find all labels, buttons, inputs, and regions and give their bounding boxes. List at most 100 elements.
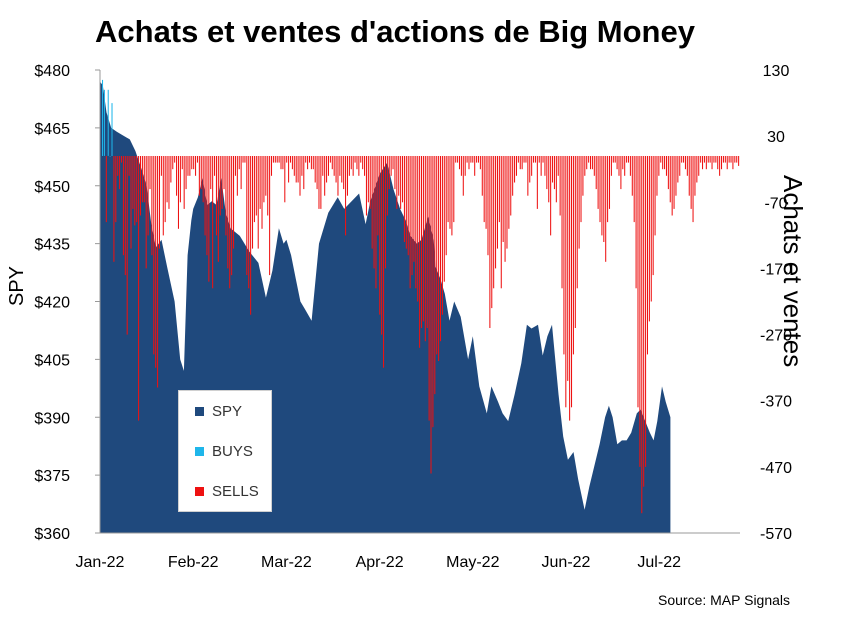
sell-bar bbox=[626, 156, 628, 163]
sell-bar bbox=[261, 156, 263, 229]
sell-bar bbox=[284, 156, 286, 203]
sell-bar bbox=[569, 156, 571, 421]
sell-bar bbox=[307, 156, 309, 170]
sell-bar bbox=[546, 156, 548, 190]
sell-bar bbox=[214, 156, 216, 176]
sell-bar bbox=[225, 156, 227, 236]
sell-bar bbox=[179, 156, 181, 203]
sell-bar bbox=[185, 156, 187, 190]
sell-bar bbox=[407, 156, 409, 256]
sell-bar bbox=[734, 156, 736, 163]
sell-bar bbox=[669, 156, 671, 203]
sell-bar bbox=[726, 156, 728, 170]
buy-bar bbox=[111, 103, 113, 156]
sell-bar bbox=[234, 156, 236, 176]
sell-bar bbox=[417, 156, 419, 302]
sell-bar bbox=[599, 156, 601, 223]
y-left-tick-label: $390 bbox=[34, 410, 70, 427]
sell-bar bbox=[641, 156, 643, 514]
sell-bar bbox=[515, 156, 517, 176]
sell-bar bbox=[724, 156, 726, 163]
sell-bar bbox=[436, 156, 438, 355]
sell-bar bbox=[460, 156, 462, 176]
sell-bar bbox=[158, 156, 160, 249]
sell-bar bbox=[595, 156, 597, 190]
sell-bar bbox=[464, 156, 466, 176]
sell-bar bbox=[270, 156, 273, 176]
sell-bar bbox=[658, 156, 660, 176]
sell-bar bbox=[571, 156, 573, 408]
sell-bar bbox=[736, 156, 738, 163]
sell-bar bbox=[580, 156, 582, 223]
sell-bar bbox=[439, 156, 442, 342]
sell-bar bbox=[282, 156, 284, 170]
sell-bar bbox=[405, 156, 407, 249]
sell-bar bbox=[174, 156, 176, 163]
sell-bar bbox=[400, 156, 402, 209]
sell-bar bbox=[608, 156, 611, 209]
sell-bar bbox=[229, 156, 231, 289]
sell-bar bbox=[191, 156, 193, 170]
sell-bar bbox=[540, 156, 542, 176]
y-right-tick-label: 130 bbox=[763, 63, 790, 80]
sell-bar bbox=[591, 156, 593, 170]
sell-bar bbox=[295, 156, 297, 183]
sell-bar bbox=[257, 156, 259, 249]
sell-bar bbox=[195, 156, 197, 176]
sell-bar bbox=[618, 156, 620, 176]
sell-bar bbox=[593, 156, 595, 176]
sell-bar bbox=[263, 156, 265, 203]
sell-bar bbox=[308, 156, 311, 163]
sell-bar bbox=[367, 156, 369, 203]
sell-bar bbox=[481, 156, 483, 196]
sell-bar bbox=[662, 156, 664, 170]
sell-bar bbox=[449, 156, 451, 229]
sell-bar bbox=[139, 156, 142, 216]
sell-bar bbox=[413, 156, 415, 262]
sell-bar bbox=[428, 156, 430, 421]
sell-bar bbox=[299, 156, 301, 196]
sell-bar bbox=[451, 156, 453, 236]
sell-bar bbox=[504, 156, 506, 262]
sell-bar bbox=[508, 156, 510, 229]
sell-bar bbox=[240, 156, 242, 190]
sell-bar bbox=[713, 156, 715, 163]
sell-bar bbox=[447, 156, 449, 223]
sell-bar bbox=[105, 156, 107, 223]
sell-bar bbox=[346, 156, 348, 196]
sell-bar bbox=[696, 156, 698, 183]
sell-bar bbox=[162, 156, 164, 236]
sell-bar bbox=[578, 156, 580, 249]
sell-bar bbox=[122, 156, 124, 256]
sell-bar bbox=[202, 156, 204, 203]
y-right-tick-label: -270 bbox=[760, 328, 792, 345]
sell-bar bbox=[646, 156, 648, 355]
sell-bar bbox=[115, 156, 117, 223]
legend-item-spy: SPY bbox=[195, 403, 242, 420]
sell-bar bbox=[352, 156, 354, 176]
sell-bar bbox=[620, 156, 622, 190]
sell-bar bbox=[514, 156, 516, 183]
sell-bar bbox=[280, 156, 282, 170]
sell-bar bbox=[231, 156, 233, 276]
sell-bar bbox=[489, 156, 491, 328]
y-left-tick-label: $420 bbox=[34, 295, 70, 312]
sell-bar bbox=[375, 156, 377, 289]
sell-bar bbox=[502, 156, 504, 242]
sell-bar bbox=[624, 156, 626, 176]
sell-bar bbox=[527, 156, 529, 196]
sell-bar bbox=[645, 156, 647, 467]
sell-bar bbox=[730, 156, 732, 163]
sell-bar bbox=[466, 156, 468, 163]
legend: SPY BUYS SELLS bbox=[178, 390, 272, 512]
x-tick-label: Mar-22 bbox=[261, 554, 312, 571]
sell-bar bbox=[318, 156, 320, 209]
source-note: Source: MAP Signals bbox=[658, 592, 791, 608]
sell-bar bbox=[567, 156, 569, 381]
sell-bar bbox=[495, 156, 497, 269]
sell-bar bbox=[379, 156, 381, 315]
sell-bar bbox=[153, 156, 155, 355]
sell-bar bbox=[686, 156, 688, 176]
sell-bar bbox=[421, 156, 423, 328]
sell-bar bbox=[219, 156, 221, 216]
